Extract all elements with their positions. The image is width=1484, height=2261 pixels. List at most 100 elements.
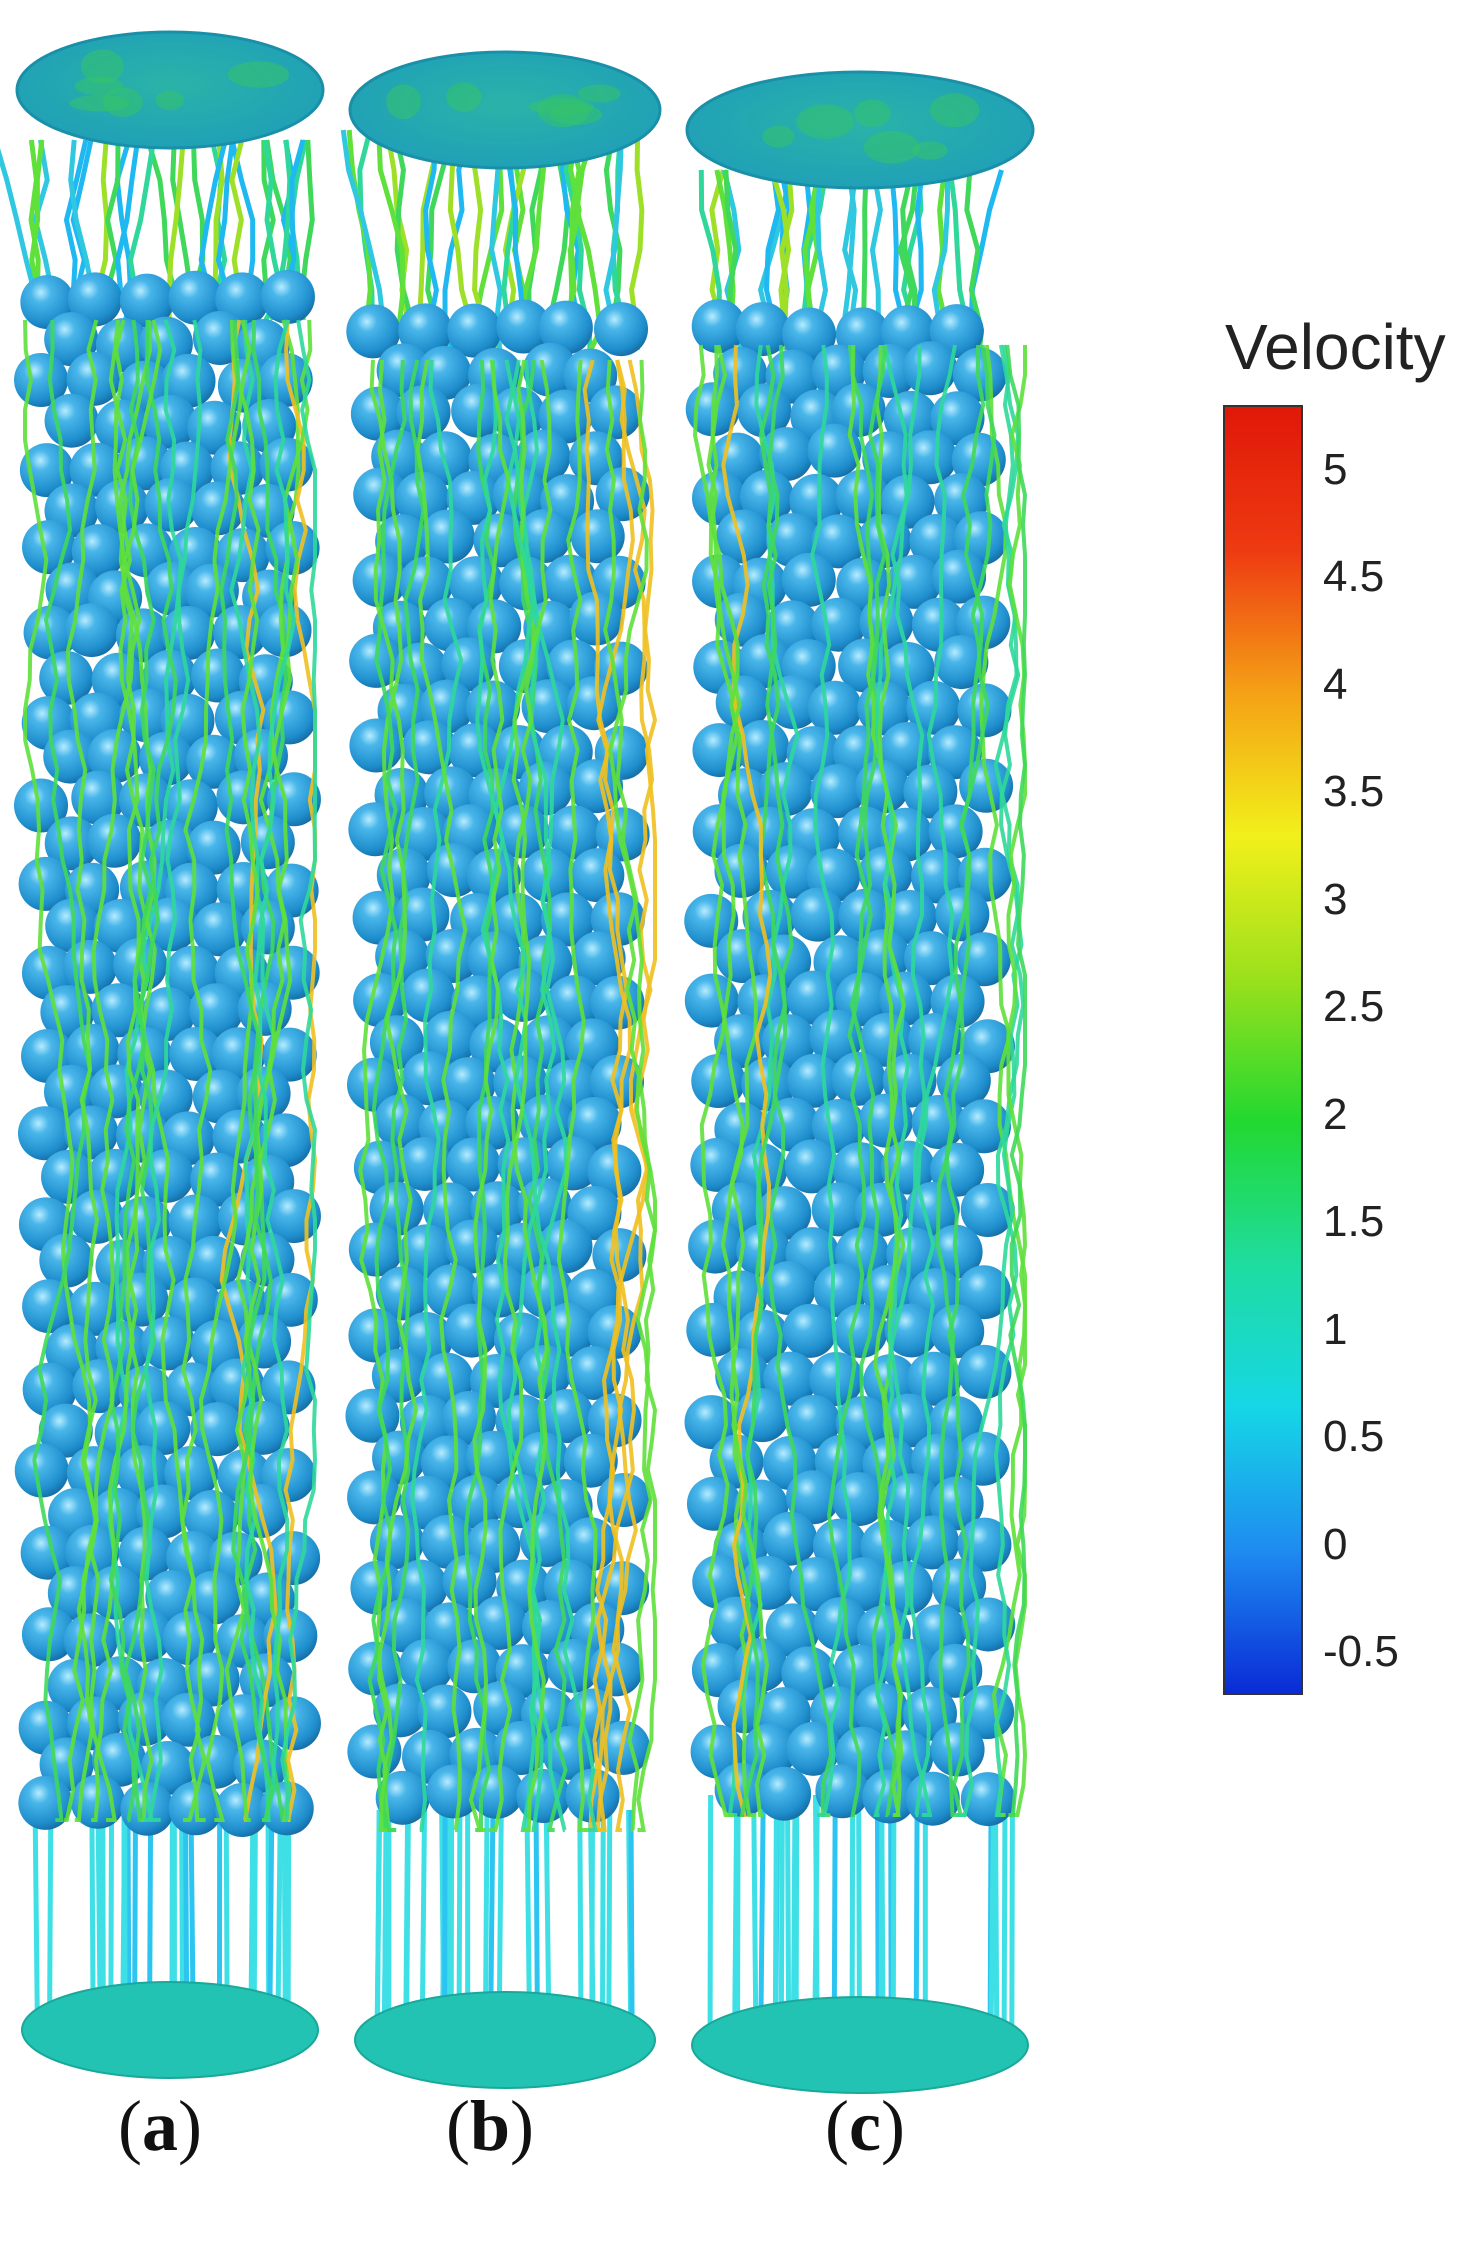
- colorbar-tick-label: 5: [1323, 444, 1348, 494]
- bed-streamline: [108, 319, 178, 1822]
- colorbar-tick-label: 3: [1323, 874, 1348, 924]
- packing-sphere: [522, 342, 577, 397]
- packing-sphere: [64, 1105, 119, 1160]
- packing-sphere: [161, 353, 216, 408]
- outlet-disc-patch: [549, 104, 603, 125]
- packing-sphere: [375, 1770, 430, 1825]
- packing-sphere: [956, 1265, 1011, 1320]
- packing-sphere: [260, 269, 315, 324]
- packing-sphere: [67, 272, 122, 327]
- packing-sphere: [930, 1304, 985, 1359]
- packing-sphere: [399, 1638, 454, 1693]
- packing-sphere: [903, 764, 958, 819]
- bed-streamline: [706, 344, 770, 1817]
- packing-sphere: [571, 931, 626, 986]
- bed-streamline: [64, 319, 100, 1822]
- packing-sphere: [833, 1304, 888, 1359]
- outlet-disc-patch: [796, 104, 854, 139]
- bed-streamline: [199, 319, 261, 1822]
- colorbar-tick-label: 1.5: [1323, 1197, 1385, 1246]
- packing-sphere: [38, 1403, 93, 1458]
- bed-streamline: [721, 344, 773, 1817]
- bed-streamline: [511, 359, 568, 1832]
- packing-sphere: [714, 1762, 769, 1817]
- packing-sphere: [590, 975, 645, 1030]
- outlet-disc-patch: [854, 99, 891, 127]
- packing-sphere: [782, 1303, 837, 1358]
- packing-sphere: [810, 764, 865, 819]
- bed-streamline: [415, 359, 468, 1832]
- packing-sphere: [191, 648, 246, 703]
- outlet-disc: [15, 30, 325, 150]
- column-a: [0, 30, 325, 2079]
- packing-sphere: [902, 430, 957, 485]
- packing-sphere: [789, 473, 844, 528]
- outlet-disc-patch: [386, 84, 421, 120]
- colorbar-tick-label: 3.5: [1323, 767, 1385, 816]
- packing-sphere: [766, 675, 821, 730]
- packing-sphere: [930, 391, 985, 446]
- packing-sphere: [420, 1514, 475, 1569]
- packing-sphere: [811, 1098, 866, 1153]
- packing-sphere: [784, 1139, 839, 1194]
- outlet-disc-patch: [929, 93, 980, 128]
- packing-sphere: [447, 303, 502, 358]
- packing-sphere: [952, 347, 1007, 402]
- column-b: [340, 50, 662, 2089]
- packing-sphere: [684, 893, 739, 948]
- bed-streamline: [22, 319, 117, 1822]
- packing-sphere: [588, 385, 643, 440]
- packing-sphere: [786, 1721, 841, 1776]
- packing-sphere: [594, 302, 649, 357]
- packing-sphere: [790, 887, 845, 942]
- panel-label-c: (c): [825, 2086, 905, 2166]
- packing-sphere: [451, 383, 506, 438]
- packing-sphere: [956, 1099, 1011, 1154]
- packing-sphere: [692, 804, 747, 859]
- packing-sphere: [688, 1219, 743, 1274]
- bed-streamline: [942, 344, 997, 1817]
- packing-sphere: [401, 1051, 456, 1106]
- packing-sphere: [763, 1511, 818, 1566]
- packing-sphere: [119, 273, 174, 328]
- packing-sphere: [398, 303, 453, 358]
- packing-sphere: [566, 1345, 621, 1400]
- inlet-disc: [21, 1981, 319, 2079]
- bed-streamline: [367, 359, 407, 1832]
- packing-sphere: [887, 554, 942, 609]
- bed-streamline: [739, 344, 794, 1817]
- packing-sphere: [64, 603, 119, 658]
- legend-title: Velocity: [1225, 311, 1446, 383]
- packing-sphere: [930, 1142, 985, 1197]
- bed-streamline: [556, 359, 598, 1832]
- bed-streamline: [123, 319, 157, 1822]
- bed-streamline: [1005, 344, 1028, 1817]
- outlet-disc-patch: [155, 90, 185, 111]
- colorbar-tick-label: 4: [1323, 659, 1348, 709]
- bed-streamline: [380, 359, 426, 1832]
- bed-streamline: [475, 359, 567, 1832]
- bed-streamline: [373, 359, 419, 1832]
- packing-sphere: [257, 1113, 312, 1168]
- bed-streamline: [224, 319, 313, 1822]
- packing-sphere: [786, 1394, 841, 1449]
- packing-sphere: [570, 509, 625, 564]
- packing-sphere: [374, 1094, 429, 1149]
- colorbar-tick-label: 4.5: [1323, 552, 1385, 601]
- packing-sphere: [716, 509, 771, 564]
- packing-sphere: [450, 1475, 505, 1530]
- packed-bed-streamline-render: [0, 30, 1035, 2094]
- colorbar-tick-label: 0: [1323, 1519, 1348, 1569]
- panel-label-b: (b): [445, 2086, 534, 2166]
- packing-sphere: [811, 514, 866, 569]
- packing-sphere: [757, 1766, 812, 1821]
- bed-streamline: [603, 359, 658, 1832]
- packing-sphere: [345, 1388, 400, 1443]
- bed-streamline: [468, 359, 511, 1832]
- packing-sphere: [346, 304, 401, 359]
- packing-sphere: [543, 1559, 598, 1614]
- packing-sphere: [140, 1740, 195, 1795]
- packing-sphere: [41, 1149, 96, 1204]
- outlet-disc-patch: [446, 82, 482, 112]
- packing-sphere: [420, 509, 475, 564]
